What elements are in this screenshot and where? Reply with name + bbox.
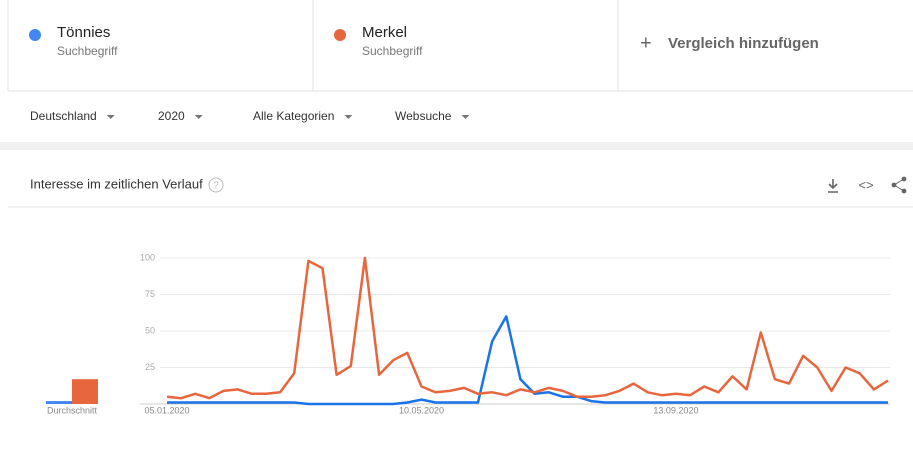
dropdown-arrow	[344, 115, 353, 119]
help-icon[interactable]	[208, 177, 224, 193]
download-icon[interactable]	[828, 179, 838, 193]
term-dot	[29, 29, 41, 41]
filter[interactable]: Alle Kategorien	[253, 109, 334, 123]
filter[interactable]: Deutschland	[30, 109, 97, 123]
series-line	[166, 256, 889, 400]
series-line	[167, 315, 888, 406]
compare-add[interactable]: Vergleich hinzufügen	[668, 35, 819, 52]
separator	[0, 142, 913, 150]
dropdown-arrow	[194, 115, 203, 119]
dropdown-arrow	[106, 115, 115, 119]
panel-title: Interesse im zeitlichen Verlauf	[30, 176, 203, 191]
x-tick-label: 13.09.2020	[653, 405, 698, 415]
filter-row: Deutschland 2020 Alle Kategorien Websuche	[30, 109, 470, 123]
term-kind: Suchbegriff	[362, 44, 423, 58]
x-tick-label: 05.01.2020	[144, 405, 189, 415]
term-name[interactable]: Merkel	[362, 24, 407, 41]
average-bar	[46, 401, 72, 404]
compare-bar	[0, 0, 913, 92]
y-tick-label: 25	[145, 362, 155, 372]
y-tick-label: 75	[145, 289, 155, 299]
filter[interactable]: 2020	[158, 109, 185, 123]
y-tick-label: 50	[145, 325, 155, 335]
term-cards[interactable]: Tönnies Suchbegriff Merkel Suchbegriff	[29, 24, 423, 58]
y-tick-label: 100	[140, 252, 155, 262]
plus-icon[interactable]: +	[640, 32, 652, 54]
average-label: Durchschnitt	[47, 405, 98, 415]
x-tick-label: 10.05.2020	[399, 405, 444, 415]
filter[interactable]: Websuche	[395, 109, 452, 123]
term-name[interactable]: Tönnies	[57, 24, 110, 41]
average-bar	[72, 379, 98, 404]
dropdown-arrow	[461, 115, 470, 119]
term-dot	[334, 29, 346, 41]
term-kind: Suchbegriff	[57, 44, 118, 58]
help-icon-mark: ?	[213, 181, 219, 192]
embed-icon[interactable]: <>	[858, 177, 873, 192]
share-icon[interactable]	[891, 176, 907, 194]
chart: 25 50 75 100 05.01.2020 10.05.2020 13.09.2020 D…	[46, 252, 890, 415]
